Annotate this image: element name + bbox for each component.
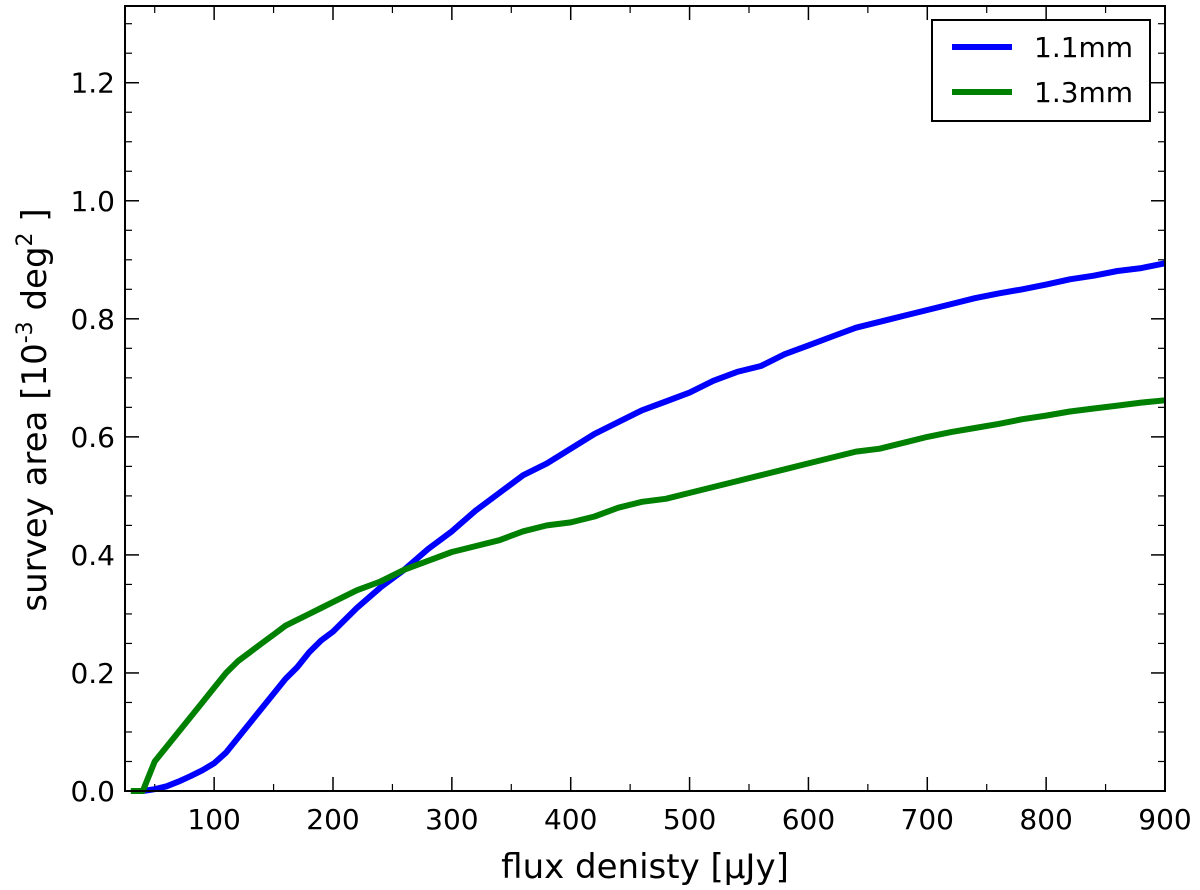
y-tick-label: 1.0: [70, 185, 115, 218]
x-tick-label: 100: [187, 803, 240, 836]
x-tick-label: 700: [901, 803, 954, 836]
x-tick-label: 300: [425, 803, 478, 836]
y-tick-label: 0.8: [70, 303, 115, 336]
y-axis-title: survey area [10-3 deg2 ]: [13, 208, 55, 611]
series-lines: [130, 260, 1166, 794]
legend-label-1-1mm: 1.1mm: [1034, 31, 1133, 64]
y-axis-title-unit: deg: [15, 246, 55, 321]
y-tick-label: 1.2: [70, 67, 115, 100]
plot-background: [125, 6, 1165, 791]
x-tick-label: 500: [663, 803, 716, 836]
x-tick-label: 900: [1138, 803, 1191, 836]
legend-box: [931, 19, 1151, 122]
y-axis-title-exponent-2: 2: [13, 232, 38, 246]
legend: 1.1mm 1.3mm: [931, 19, 1151, 122]
x-tick-label: 400: [544, 803, 597, 836]
x-tick-label: 200: [306, 803, 359, 836]
y-tick-label: 0.4: [70, 539, 115, 572]
y-axis-title-suffix: ]: [15, 208, 55, 232]
plot-frame: [124, 5, 1166, 792]
series-line-1-3mm: [130, 397, 1166, 794]
y-axis-title-prefix: survey area [10: [15, 343, 55, 611]
y-tick-label: 0.6: [70, 421, 115, 454]
y-tick-label: 0.2: [70, 657, 115, 690]
y-axis-title-exponent-1: -3: [13, 321, 38, 343]
x-tick-label: 600: [782, 803, 835, 836]
x-tick-label: 800: [1019, 803, 1072, 836]
y-tick-label: 0.0: [70, 775, 115, 808]
series-line-1-1mm: [130, 260, 1166, 794]
tick-labels: 100 200 300 400 500 600 700 800 900 0.0 0.2 0.4 0.6 0…: [70, 67, 1191, 836]
legend-label-1-3mm: 1.3mm: [1034, 76, 1133, 109]
x-axis-title: flux denisty [µJy]: [501, 847, 789, 887]
